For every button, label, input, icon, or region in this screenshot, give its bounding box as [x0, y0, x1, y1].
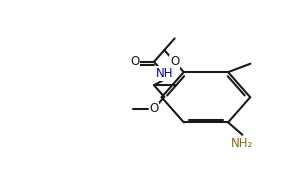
Text: O: O	[130, 55, 139, 68]
Text: NH: NH	[156, 67, 173, 80]
Text: O: O	[149, 102, 159, 115]
Text: O: O	[170, 55, 179, 68]
Text: NH₂: NH₂	[231, 137, 253, 150]
